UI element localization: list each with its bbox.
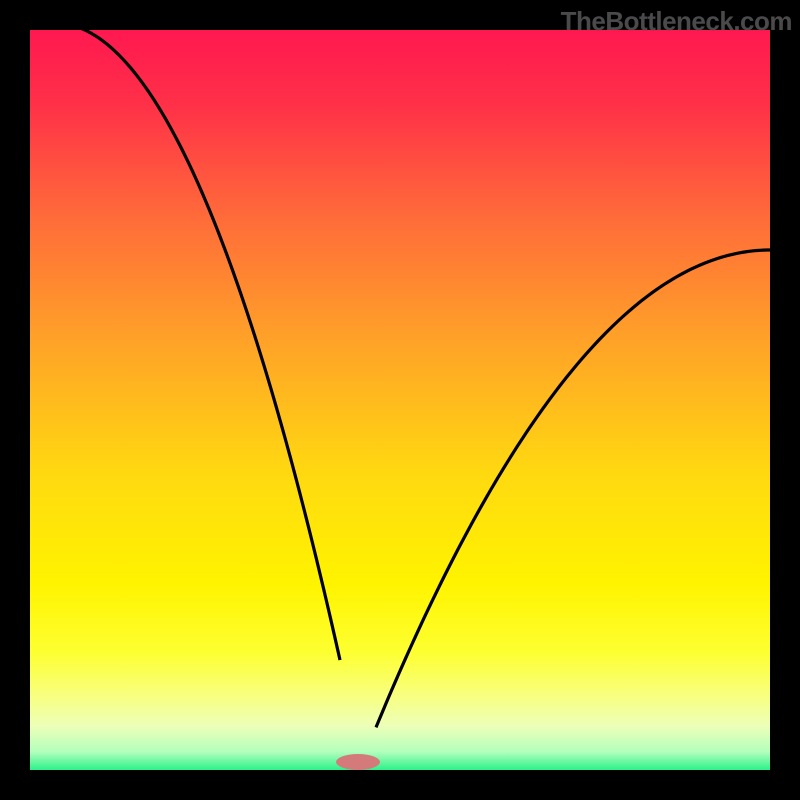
watermark: TheBottleneck.com [561,6,792,37]
bottleneck-chart [0,0,800,800]
chart-background [30,30,770,770]
chart-container: TheBottleneck.com [0,0,800,800]
bottleneck-marker [336,754,380,770]
